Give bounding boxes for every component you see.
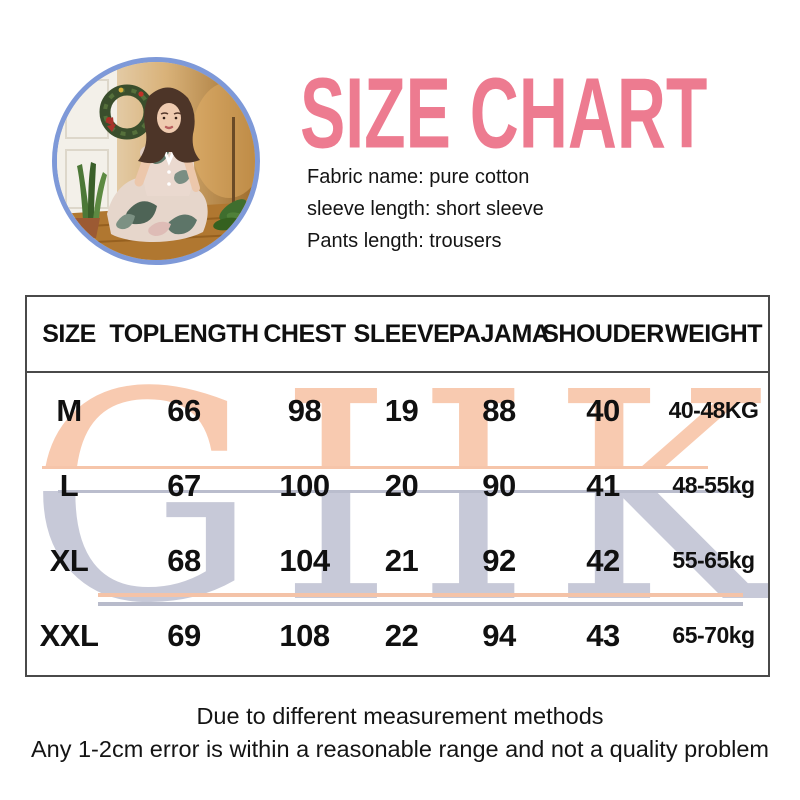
weight-value: 40-48KG	[668, 397, 759, 423]
chest-value: 104	[279, 542, 330, 578]
shouder-value: 43	[586, 617, 620, 653]
chest-value: 100	[279, 467, 330, 503]
weight-value: 65-70kg	[672, 622, 755, 648]
shouder-value: 40	[586, 392, 620, 428]
size-table: GHK GHK SIZE TOPLENGTH CHEST SLEEVE PAJA…	[25, 295, 770, 677]
pajama-value: 94	[482, 617, 516, 653]
shouder-value: 41	[586, 467, 620, 503]
shouder-value: 42	[586, 542, 620, 578]
toplength-value: 66	[167, 392, 201, 428]
sleeve-value: 21	[384, 542, 419, 578]
header-chest: CHEST	[263, 319, 346, 348]
size-label: M	[56, 392, 82, 428]
header-pajama: PAJAMA	[448, 319, 550, 348]
table-row-xl: XL 68 104 21 92 42 55-65kg	[27, 523, 768, 598]
fabric-name-line: Fabric name: pure cotton	[307, 166, 530, 188]
pants-length-line: Pants length: trousers	[307, 230, 502, 252]
product-info: Fabric name: pure cotton sleeve length: …	[307, 161, 544, 257]
toplength-value: 67	[167, 467, 201, 503]
header-shouder: SHOUDER	[542, 319, 664, 348]
header-sleeve: SLEEVE	[353, 319, 450, 348]
table-body: M 66 98 19 88 40 40-48KG L 67 100 20 90 …	[27, 373, 768, 673]
table-header-row: SIZE TOPLENGTH CHEST SLEEVE PAJAMA SHOUD…	[27, 297, 768, 373]
product-photo-illustration	[57, 62, 255, 260]
size-label: XL	[49, 542, 89, 578]
sleeve-value: 19	[384, 392, 419, 428]
toplength-value: 68	[167, 542, 201, 578]
product-photo	[52, 57, 260, 265]
chest-value: 98	[287, 392, 322, 428]
header-weight: WEIGHT	[665, 319, 763, 348]
disclaimer: Due to different measurement methods Any…	[0, 700, 800, 766]
header-toplength: TOPLENGTH	[109, 319, 259, 348]
disclaimer-line-2: Any 1-2cm error is within a reasonable r…	[30, 736, 770, 762]
toplength-value: 69	[167, 617, 201, 653]
pajama-value: 92	[482, 542, 516, 578]
sleeve-length-line: sleeve length: short sleeve	[307, 198, 544, 220]
sleeve-value: 22	[384, 617, 419, 653]
weight-value: 48-55kg	[672, 472, 755, 498]
sleeve-value: 20	[384, 467, 419, 503]
page-title: SIZE CHART	[300, 57, 708, 169]
size-label: L	[59, 467, 79, 503]
pajama-value: 90	[482, 467, 516, 503]
table-row-xxl: XXL 69 108 22 94 43 65-70kg	[27, 598, 768, 673]
weight-value: 55-65kg	[672, 547, 755, 573]
size-label: XXL	[39, 617, 99, 653]
disclaimer-line-1: Due to different measurement methods	[196, 703, 604, 729]
pajama-value: 88	[482, 392, 516, 428]
chest-value: 108	[279, 617, 330, 653]
header-size: SIZE	[42, 319, 96, 348]
table-row-l: L 67 100 20 90 41 48-55kg	[27, 448, 768, 523]
table-row-m: M 66 98 19 88 40 40-48KG	[27, 373, 768, 448]
